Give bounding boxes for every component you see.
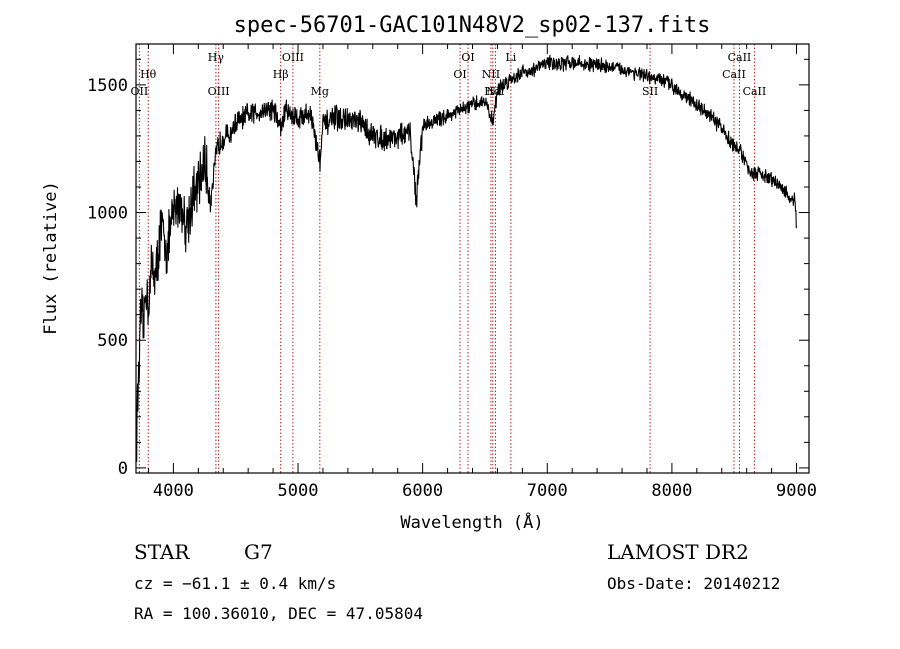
chart-title: spec-56701-GAC101N48V2_sp02-137.fits	[234, 13, 711, 38]
coordinates: RA = 100.36010, DEC = 47.05804	[134, 604, 423, 623]
spectral-line-label: Hβ	[273, 68, 289, 81]
x-tick-label: 5000	[278, 481, 319, 501]
y-axis-label: Flux (relative)	[41, 181, 61, 335]
y-tick-label: 500	[97, 331, 128, 351]
spectral-line-label: NII	[482, 68, 500, 81]
x-tick-label: 7000	[527, 481, 568, 501]
spectral-line-markers: OIIHθHγOIIIHβOIIIMgOIOINIIHαNIILiSIICaII…	[131, 44, 767, 473]
redshift-velocity: cz = −61.1 ± 0.4 km/s	[134, 574, 336, 593]
spectral-line-label: OI	[453, 68, 466, 81]
y-tick-label: 1500	[87, 76, 128, 96]
spectral-line-label: CaII	[728, 51, 752, 64]
spectral-line-label: OIII	[208, 85, 230, 98]
object-subclass: G7	[244, 540, 273, 564]
survey-name: LAMOST DR2	[607, 540, 749, 564]
spectral-line-label: SII	[642, 85, 658, 98]
object-class: STAR	[134, 540, 190, 564]
x-tick-label: 4000	[153, 481, 194, 501]
spectral-line-label: Hγ	[208, 51, 225, 64]
x-axis-label: Wavelength (Å)	[400, 511, 543, 533]
x-tick-label: 8000	[651, 481, 692, 501]
y-tick-label: 1000	[87, 204, 128, 224]
observation-date: Obs-Date: 20140212	[607, 574, 780, 593]
spectral-line-label: Mg	[311, 85, 329, 98]
axis-ticks: 4000 5000 6000 7000 8000 9000 0 500 1000 1500	[87, 44, 817, 501]
plot-frame	[135, 43, 810, 474]
spectral-line-label: Li	[505, 51, 516, 64]
x-tick-label: 9000	[776, 481, 817, 501]
y-tick-label: 0	[118, 459, 128, 479]
spectrum-series-line	[135, 54, 797, 463]
spectral-line-label: Hθ	[140, 68, 157, 81]
spectral-line-label: CaII	[722, 68, 746, 81]
spectral-line-label: OII	[131, 85, 149, 98]
spectral-line-label: OI	[461, 51, 474, 64]
x-tick-label: 6000	[402, 481, 443, 501]
spectral-line-label: CaII	[743, 85, 767, 98]
spectral-line-label: OIII	[282, 51, 304, 64]
